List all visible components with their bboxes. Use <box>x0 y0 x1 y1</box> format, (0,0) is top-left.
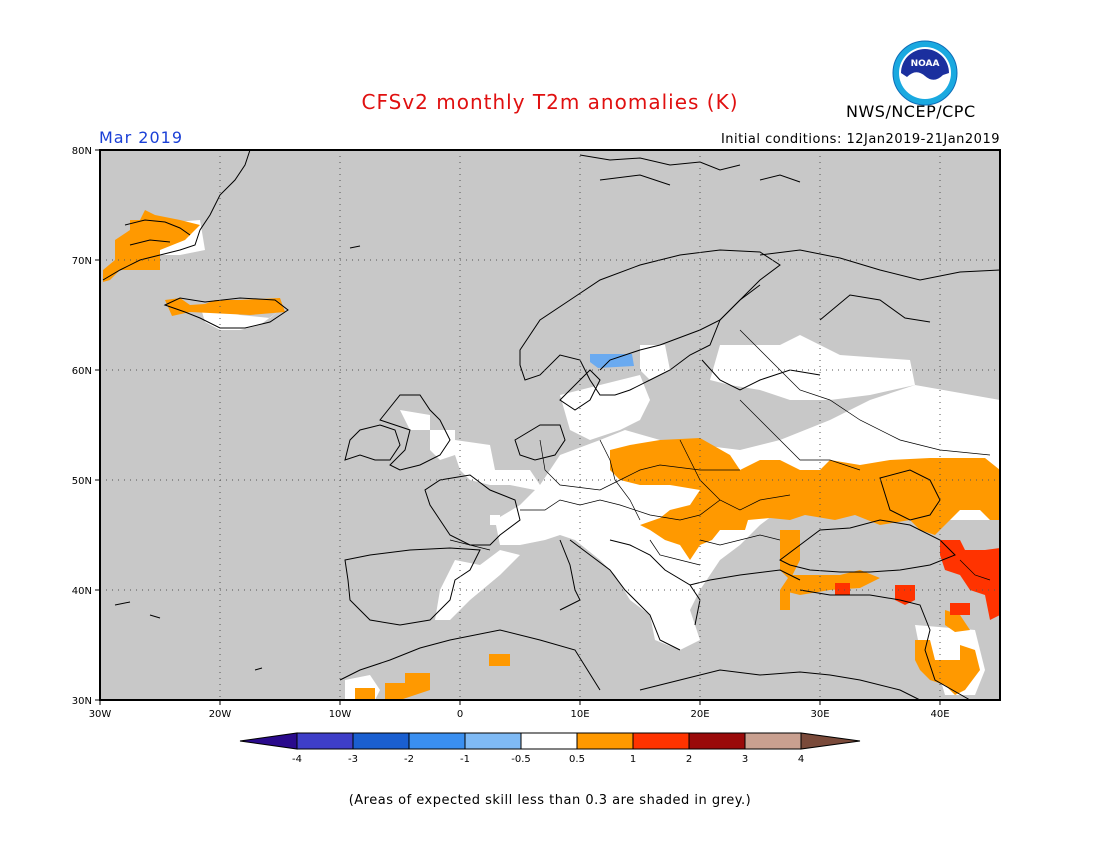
lon-label: 30W <box>89 709 112 720</box>
colorbar-label: -1 <box>460 754 470 765</box>
colorbar-label: 2 <box>686 754 692 765</box>
lon-label: 20W <box>209 709 232 720</box>
lat-label: 50N <box>72 476 92 487</box>
forecast-month: Mar 2019 <box>99 128 183 147</box>
lon-label: 40E <box>930 709 949 720</box>
colorbar-segment <box>520 732 578 750</box>
lat-label: 30N <box>72 696 92 707</box>
lon-label: 20E <box>690 709 709 720</box>
map-title: CFSv2 monthly T2m anomalies (K) <box>361 90 739 114</box>
cold-anomaly-region <box>590 354 634 368</box>
colorbar-label: 3 <box>742 754 748 765</box>
colorbar-arrow-left <box>239 732 298 750</box>
lon-label: 10E <box>570 709 589 720</box>
colorbar-label: -3 <box>348 754 358 765</box>
country-borders <box>449 329 991 581</box>
colorbar-label: 0.5 <box>569 754 585 765</box>
colorbar-segment <box>744 732 802 750</box>
colorbar-label: -2 <box>404 754 414 765</box>
colorbar-segment <box>464 732 522 750</box>
lat-label: 40N <box>72 586 92 597</box>
lat-label: 70N <box>72 256 92 267</box>
colorbar-segment <box>352 732 410 750</box>
colorbar-label: -0.5 <box>511 754 531 765</box>
colorbar-label: -4 <box>292 754 302 765</box>
colorbar-arrow-right <box>800 732 861 750</box>
initial-conditions: Initial conditions: 12Jan2019-21Jan2019 <box>720 132 1000 147</box>
colorbar-segment <box>408 732 466 750</box>
coastlines <box>339 249 1001 701</box>
colorbar-label: 1 <box>630 754 636 765</box>
lat-label: 60N <box>72 366 92 377</box>
logo-text: NOAA <box>911 59 940 69</box>
colorbar-segment <box>688 732 746 750</box>
lon-label: 30E <box>810 709 829 720</box>
axis-ticks <box>95 149 941 705</box>
warm-anomaly-region <box>103 210 1000 700</box>
skill-footnote: (Areas of expected skill less than 0.3 a… <box>348 793 752 808</box>
colorbar-segment <box>632 732 690 750</box>
noaa-logo: NOAA <box>892 40 958 106</box>
agency-label: NWS/NCEP/CPC <box>846 102 976 121</box>
lon-label: 0 <box>457 709 463 720</box>
map-frame <box>99 149 1001 701</box>
graticule <box>100 150 1000 700</box>
arctic-coastlines <box>102 149 801 671</box>
colorbar-label: 4 <box>798 754 804 765</box>
lat-label: 80N <box>72 146 92 157</box>
colorbar-segment <box>576 732 634 750</box>
colorbar-segment <box>296 732 354 750</box>
lon-label: 10W <box>329 709 352 720</box>
